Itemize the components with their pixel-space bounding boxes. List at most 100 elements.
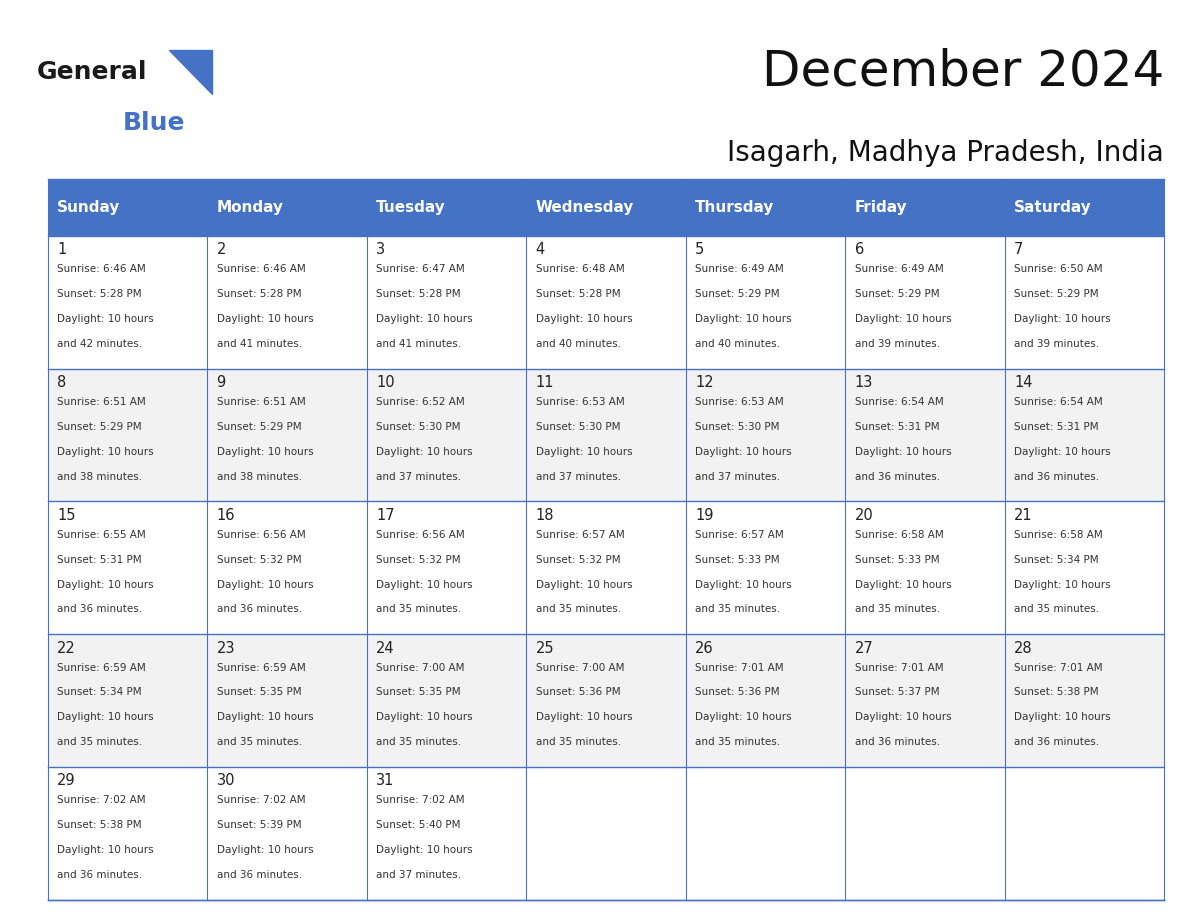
Text: 8: 8 — [57, 375, 67, 390]
Text: and 36 minutes.: and 36 minutes. — [57, 870, 143, 879]
Bar — [48, 369, 207, 501]
Bar — [845, 634, 1005, 767]
Text: and 37 minutes.: and 37 minutes. — [536, 472, 621, 482]
Text: Sunrise: 6:50 AM: Sunrise: 6:50 AM — [1015, 264, 1102, 274]
Text: and 35 minutes.: and 35 minutes. — [377, 737, 461, 747]
Text: Sunset: 5:28 PM: Sunset: 5:28 PM — [536, 289, 620, 299]
Text: Sunrise: 6:58 AM: Sunrise: 6:58 AM — [854, 530, 943, 540]
Bar — [526, 369, 685, 501]
Text: Sunday: Sunday — [57, 200, 120, 215]
Text: 30: 30 — [216, 773, 235, 789]
Text: Daylight: 10 hours: Daylight: 10 hours — [216, 447, 314, 457]
Text: and 41 minutes.: and 41 minutes. — [216, 339, 302, 349]
Text: Sunset: 5:29 PM: Sunset: 5:29 PM — [216, 422, 302, 432]
Text: Sunset: 5:36 PM: Sunset: 5:36 PM — [695, 688, 779, 698]
Text: Sunrise: 7:01 AM: Sunrise: 7:01 AM — [1015, 663, 1102, 673]
Text: 9: 9 — [216, 375, 226, 390]
Text: Sunset: 5:29 PM: Sunset: 5:29 PM — [695, 289, 779, 299]
Text: 14: 14 — [1015, 375, 1032, 390]
Text: Sunset: 5:32 PM: Sunset: 5:32 PM — [377, 554, 461, 565]
Text: Sunset: 5:33 PM: Sunset: 5:33 PM — [695, 554, 779, 565]
Text: and 35 minutes.: and 35 minutes. — [695, 604, 781, 614]
Text: Daylight: 10 hours: Daylight: 10 hours — [854, 579, 952, 589]
Text: Daylight: 10 hours: Daylight: 10 hours — [1015, 447, 1111, 457]
Text: Sunrise: 6:55 AM: Sunrise: 6:55 AM — [57, 530, 146, 540]
Bar — [48, 634, 207, 767]
Text: and 38 minutes.: and 38 minutes. — [57, 472, 143, 482]
Text: 13: 13 — [854, 375, 873, 390]
Text: Sunset: 5:30 PM: Sunset: 5:30 PM — [377, 422, 461, 432]
Text: Sunrise: 6:54 AM: Sunrise: 6:54 AM — [1015, 397, 1102, 407]
Text: Daylight: 10 hours: Daylight: 10 hours — [57, 447, 153, 457]
Text: 25: 25 — [536, 641, 555, 655]
Text: Daylight: 10 hours: Daylight: 10 hours — [854, 314, 952, 324]
Text: Sunset: 5:28 PM: Sunset: 5:28 PM — [57, 289, 141, 299]
Text: Sunset: 5:28 PM: Sunset: 5:28 PM — [216, 289, 302, 299]
Text: Sunset: 5:31 PM: Sunset: 5:31 PM — [1015, 422, 1099, 432]
Text: and 37 minutes.: and 37 minutes. — [377, 472, 461, 482]
Polygon shape — [169, 50, 211, 94]
Text: Sunset: 5:32 PM: Sunset: 5:32 PM — [536, 554, 620, 565]
Bar — [207, 236, 367, 369]
Text: Sunrise: 6:53 AM: Sunrise: 6:53 AM — [695, 397, 784, 407]
Text: Daylight: 10 hours: Daylight: 10 hours — [57, 712, 153, 722]
Text: Daylight: 10 hours: Daylight: 10 hours — [57, 579, 153, 589]
Bar — [685, 236, 845, 369]
Bar — [48, 501, 207, 634]
Text: Sunrise: 6:46 AM: Sunrise: 6:46 AM — [57, 264, 146, 274]
Text: Sunrise: 7:02 AM: Sunrise: 7:02 AM — [57, 795, 146, 805]
Text: 5: 5 — [695, 242, 704, 257]
Text: and 39 minutes.: and 39 minutes. — [854, 339, 940, 349]
Bar — [207, 767, 367, 900]
Text: 1: 1 — [57, 242, 67, 257]
Text: and 39 minutes.: and 39 minutes. — [1015, 339, 1099, 349]
Text: Daylight: 10 hours: Daylight: 10 hours — [377, 712, 473, 722]
Text: Sunrise: 7:01 AM: Sunrise: 7:01 AM — [695, 663, 784, 673]
Text: Daylight: 10 hours: Daylight: 10 hours — [216, 845, 314, 855]
Bar — [526, 236, 685, 369]
Text: and 36 minutes.: and 36 minutes. — [1015, 472, 1099, 482]
Text: and 35 minutes.: and 35 minutes. — [695, 737, 781, 747]
Text: 20: 20 — [854, 508, 873, 523]
Bar — [526, 179, 685, 236]
Bar — [1005, 179, 1164, 236]
Text: Sunset: 5:35 PM: Sunset: 5:35 PM — [216, 688, 302, 698]
Text: Monday: Monday — [216, 200, 284, 215]
Text: Sunset: 5:34 PM: Sunset: 5:34 PM — [57, 688, 141, 698]
Text: Sunrise: 6:54 AM: Sunrise: 6:54 AM — [854, 397, 943, 407]
Text: and 35 minutes.: and 35 minutes. — [216, 737, 302, 747]
Text: Sunrise: 6:51 AM: Sunrise: 6:51 AM — [57, 397, 146, 407]
Text: Daylight: 10 hours: Daylight: 10 hours — [854, 447, 952, 457]
Text: 29: 29 — [57, 773, 76, 789]
Text: Sunrise: 6:56 AM: Sunrise: 6:56 AM — [377, 530, 465, 540]
Bar — [685, 767, 845, 900]
Text: and 35 minutes.: and 35 minutes. — [536, 604, 621, 614]
Text: and 36 minutes.: and 36 minutes. — [854, 472, 940, 482]
Text: and 41 minutes.: and 41 minutes. — [377, 339, 461, 349]
Bar — [685, 179, 845, 236]
Text: Sunset: 5:40 PM: Sunset: 5:40 PM — [377, 820, 461, 830]
Text: December 2024: December 2024 — [762, 48, 1164, 95]
Text: and 35 minutes.: and 35 minutes. — [1015, 604, 1099, 614]
Text: Blue: Blue — [124, 111, 185, 135]
Bar — [367, 179, 526, 236]
Text: Sunset: 5:33 PM: Sunset: 5:33 PM — [854, 554, 940, 565]
Bar — [526, 767, 685, 900]
Text: 7: 7 — [1015, 242, 1024, 257]
Text: General: General — [37, 60, 147, 84]
Text: and 36 minutes.: and 36 minutes. — [854, 737, 940, 747]
Bar — [845, 179, 1005, 236]
Text: Daylight: 10 hours: Daylight: 10 hours — [216, 579, 314, 589]
Text: 2: 2 — [216, 242, 226, 257]
Text: 18: 18 — [536, 508, 554, 523]
Text: Daylight: 10 hours: Daylight: 10 hours — [216, 712, 314, 722]
Text: 11: 11 — [536, 375, 554, 390]
Text: Sunrise: 7:00 AM: Sunrise: 7:00 AM — [377, 663, 465, 673]
Text: Daylight: 10 hours: Daylight: 10 hours — [1015, 712, 1111, 722]
Text: Daylight: 10 hours: Daylight: 10 hours — [695, 314, 791, 324]
Text: and 36 minutes.: and 36 minutes. — [216, 870, 302, 879]
Text: 22: 22 — [57, 641, 76, 655]
Text: Daylight: 10 hours: Daylight: 10 hours — [377, 447, 473, 457]
Bar — [845, 767, 1005, 900]
Bar — [526, 501, 685, 634]
